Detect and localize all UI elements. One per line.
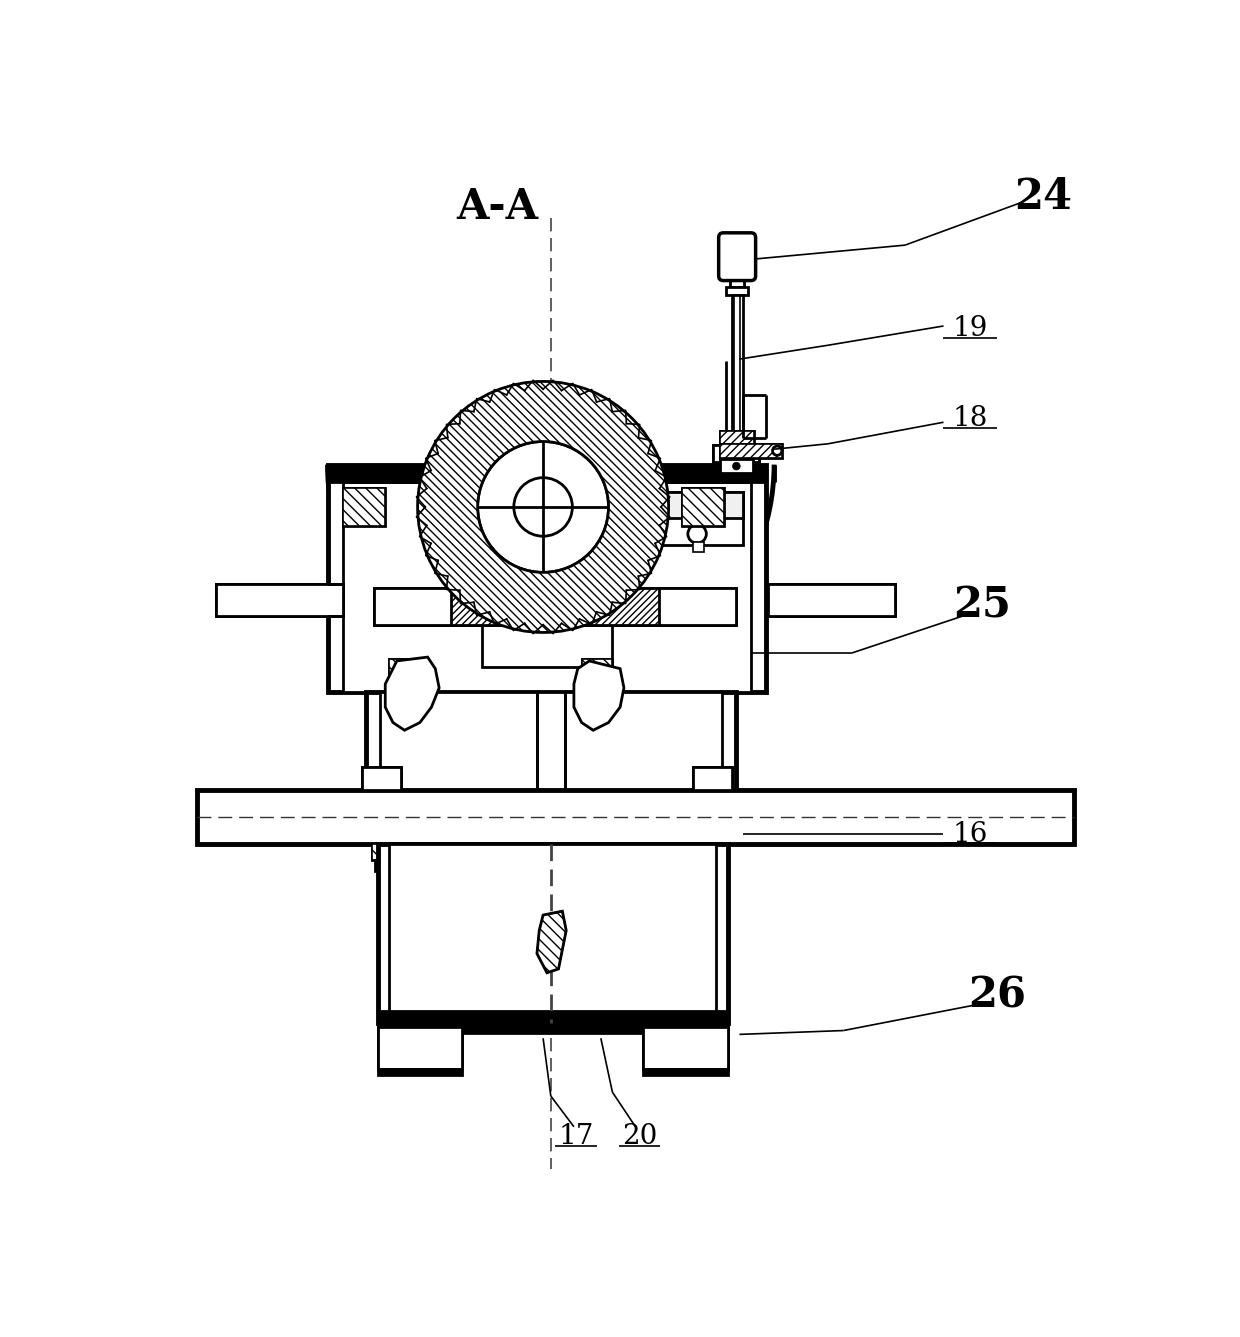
Bar: [720, 444, 781, 457]
Circle shape: [773, 447, 781, 456]
Bar: [768, 584, 895, 616]
Bar: [343, 468, 751, 691]
Bar: [720, 432, 754, 448]
Bar: [327, 464, 766, 691]
Bar: [537, 691, 564, 838]
Text: 16: 16: [952, 821, 988, 848]
Bar: [366, 691, 735, 792]
Text: 20: 20: [621, 1123, 657, 1150]
Bar: [377, 1027, 463, 1070]
Bar: [327, 464, 766, 481]
Bar: [197, 790, 1074, 844]
Circle shape: [513, 477, 573, 536]
Bar: [644, 492, 743, 545]
Bar: [216, 584, 343, 616]
Bar: [644, 1070, 728, 1075]
Bar: [377, 1027, 463, 1070]
Bar: [707, 860, 717, 872]
Bar: [373, 588, 735, 624]
Bar: [713, 445, 759, 463]
Bar: [732, 295, 743, 437]
Bar: [372, 844, 389, 860]
Bar: [389, 659, 420, 679]
Bar: [450, 588, 658, 624]
Polygon shape: [386, 656, 439, 730]
Text: 26: 26: [968, 975, 1027, 1017]
Bar: [730, 275, 744, 287]
Polygon shape: [574, 660, 624, 730]
Bar: [481, 624, 613, 667]
FancyBboxPatch shape: [719, 233, 755, 281]
Bar: [720, 444, 781, 457]
Bar: [495, 428, 507, 440]
Bar: [372, 844, 389, 860]
Bar: [582, 679, 613, 698]
Bar: [377, 1011, 728, 1027]
Text: 25: 25: [954, 584, 1011, 627]
Bar: [693, 767, 732, 790]
Bar: [495, 574, 507, 587]
Bar: [720, 459, 753, 473]
Bar: [682, 488, 724, 527]
Polygon shape: [537, 912, 567, 973]
Bar: [644, 492, 743, 519]
Circle shape: [733, 463, 740, 471]
Circle shape: [477, 441, 609, 572]
Bar: [644, 1027, 728, 1070]
Wedge shape: [418, 381, 668, 632]
Bar: [720, 432, 754, 448]
Bar: [343, 488, 386, 527]
Bar: [379, 691, 722, 792]
Bar: [453, 501, 465, 513]
Bar: [377, 1027, 728, 1034]
Bar: [197, 790, 1074, 844]
Text: 17: 17: [558, 1123, 594, 1150]
Bar: [703, 844, 720, 860]
Bar: [768, 584, 895, 616]
Bar: [582, 659, 613, 679]
Bar: [389, 679, 420, 698]
Bar: [377, 1070, 463, 1075]
Bar: [389, 659, 420, 679]
Text: 18: 18: [952, 405, 988, 432]
Bar: [727, 287, 748, 295]
Text: 19: 19: [952, 314, 988, 342]
Bar: [377, 844, 728, 1023]
Bar: [693, 541, 704, 552]
Bar: [582, 659, 613, 679]
Bar: [362, 767, 401, 790]
Bar: [644, 1027, 728, 1070]
Bar: [703, 844, 720, 860]
Bar: [713, 445, 759, 463]
Bar: [376, 860, 386, 872]
Text: 24: 24: [1014, 176, 1073, 218]
Bar: [343, 464, 751, 481]
Bar: [343, 488, 386, 527]
Bar: [362, 767, 401, 790]
Bar: [216, 584, 343, 616]
Text: A-A: A-A: [456, 186, 538, 227]
Bar: [579, 574, 591, 587]
Bar: [693, 767, 732, 790]
Bar: [682, 488, 724, 527]
Bar: [579, 428, 591, 440]
Bar: [389, 844, 717, 1019]
Circle shape: [688, 524, 707, 543]
Bar: [621, 501, 634, 513]
Bar: [373, 588, 735, 624]
